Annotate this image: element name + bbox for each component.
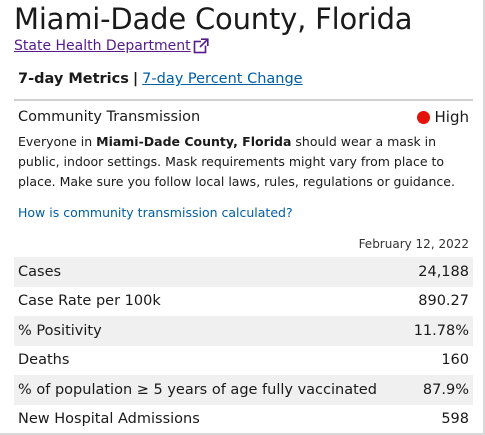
row-value: 24,188 — [418, 263, 469, 280]
row-value: 87.9% — [422, 381, 469, 398]
guidance-prefix: Everyone in — [18, 134, 97, 149]
tab-7-day-metrics[interactable]: 7-day Metrics — [18, 71, 129, 87]
high-level-dot-icon — [416, 110, 430, 124]
metrics-tab-bar: 7-day Metrics | 7-day Percent Change — [18, 68, 303, 90]
row-label: % of population ≥ 5 years of age fully v… — [18, 381, 377, 398]
table-row-positivity: % Positivity 11.78% — [14, 316, 473, 346]
row-value: 890.27 — [418, 293, 469, 310]
table-row-cases: Cases 24,188 — [14, 257, 473, 287]
row-label: Case Rate per 100k — [18, 293, 161, 310]
transmission-level-indicator: High — [416, 106, 469, 128]
row-label: Cases — [18, 263, 62, 280]
row-label: % Positivity — [18, 322, 102, 339]
transmission-guidance-text: Everyone in Miami-Dade County, Florida s… — [18, 132, 473, 192]
transmission-level-text: High — [434, 108, 469, 126]
row-value: 160 — [441, 352, 469, 369]
tab-separator: | — [132, 71, 139, 87]
how-calculated-link[interactable]: How is community transmission calculated… — [18, 205, 293, 220]
guidance-county-name: Miami-Dade County, Florida — [96, 134, 292, 149]
table-row-hospital-admissions: New Hospital Admissions 598 — [14, 405, 473, 435]
metrics-table: Cases 24,188 Case Rate per 100k 890.27 %… — [14, 257, 473, 434]
tab-7-day-percent-change[interactable]: 7-day Percent Change — [142, 71, 303, 87]
table-row-case-rate: Case Rate per 100k 890.27 — [14, 287, 473, 317]
page-title: Miami-Dade County, Florida — [14, 2, 413, 36]
community-transmission-label: Community Transmission — [18, 109, 201, 125]
section-divider — [14, 99, 473, 101]
state-health-department-link[interactable]: State Health Department — [14, 38, 191, 54]
table-row-deaths: Deaths 160 — [14, 346, 473, 376]
row-label: Deaths — [18, 352, 70, 369]
table-row-vaccinated: % of population ≥ 5 years of age fully v… — [14, 375, 473, 405]
row-value: 598 — [441, 411, 469, 428]
row-value: 11.78% — [413, 322, 469, 339]
row-label: New Hospital Admissions — [18, 411, 200, 428]
external-link-icon[interactable] — [193, 38, 209, 54]
metrics-date: February 12, 2022 — [358, 237, 469, 251]
guidance-suffix: should wear a mask in public, indoor set… — [18, 134, 455, 189]
